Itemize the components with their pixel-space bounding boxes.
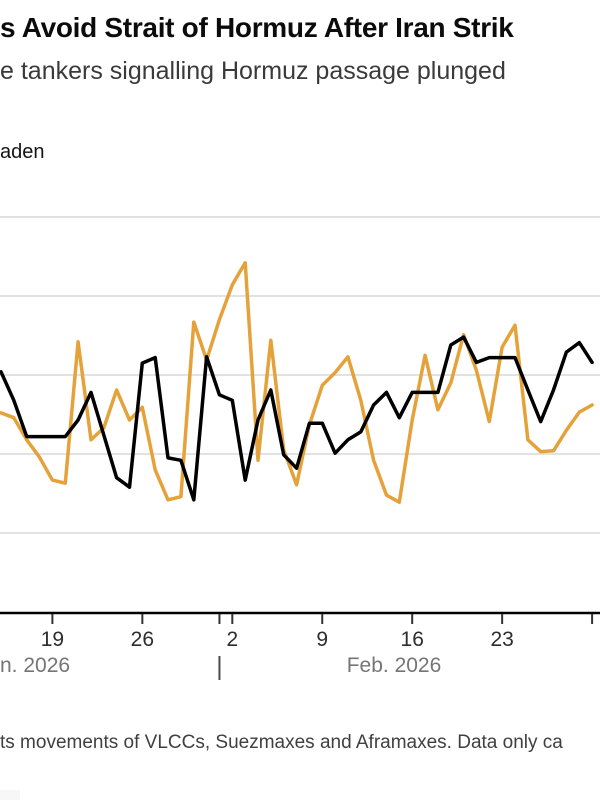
x-tick-label: 19 bbox=[41, 628, 64, 651]
series-black bbox=[0, 335, 594, 502]
legend-label: aden bbox=[0, 141, 45, 163]
x-tick-label: 2 bbox=[226, 628, 238, 651]
x-month-label-jan: n. 2026 bbox=[0, 654, 71, 677]
cropped-artifact bbox=[0, 790, 20, 800]
x-month-label-feb: Feb. 2026 bbox=[346, 654, 442, 677]
series-orange bbox=[0, 261, 594, 504]
x-tick-label: 9 bbox=[316, 628, 328, 651]
x-tick-label: 26 bbox=[131, 628, 154, 651]
chart-title: s Avoid Strait of Hormuz After Iran Stri… bbox=[0, 12, 514, 43]
footnote: ts movements of VLCCs, Suezmaxes and Afr… bbox=[0, 732, 563, 753]
x-tick-label: 23 bbox=[490, 628, 513, 651]
legend: aden bbox=[0, 141, 45, 165]
line-chart: 19 26 2 9 16 23 bbox=[0, 216, 600, 680]
chart-subtitle: e tankers signalling Hormuz passage plun… bbox=[0, 57, 506, 85]
x-tick-label: 16 bbox=[401, 628, 424, 651]
